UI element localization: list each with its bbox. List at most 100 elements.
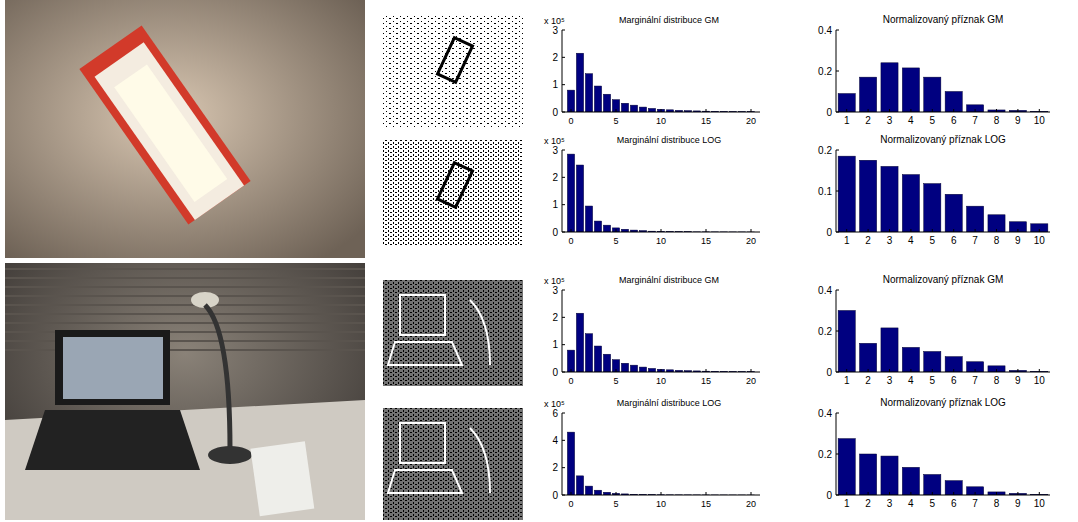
bar: [639, 107, 646, 112]
x-tick: [616, 369, 617, 372]
x-tick-label: 1: [844, 498, 850, 509]
x-tick-label: 7: [972, 115, 978, 126]
chart-title: Marginální distribuce GM: [619, 15, 719, 25]
bar: [585, 74, 592, 112]
x-tick-label: 1: [844, 375, 850, 386]
x-tick-label: 4: [908, 375, 914, 386]
x-tick-label: 0: [568, 236, 573, 246]
laptop-display: [63, 337, 163, 399]
x-tick: [846, 369, 847, 372]
lamp-frame: [79, 25, 250, 224]
y-tick-label: 0.2: [818, 326, 832, 337]
x-tick-label: 2: [865, 375, 871, 386]
x-tick: [932, 229, 933, 232]
bar: [567, 432, 574, 495]
lamp: [79, 25, 250, 224]
x-tick: [889, 229, 890, 232]
x-tick: [1017, 492, 1018, 495]
x-tick: [868, 369, 869, 372]
y-tick-label: 3: [552, 25, 558, 36]
x-tick-label: 10: [1034, 115, 1046, 126]
blind: [5, 295, 365, 297]
bars: [838, 63, 1048, 112]
x-tick-label: 8: [994, 498, 1000, 509]
y-axis: [562, 290, 563, 372]
y-tick: [562, 84, 565, 85]
bar: [967, 206, 984, 232]
y-tick: [562, 413, 565, 414]
binary-image-bg: [383, 140, 523, 246]
y-tick-label: 0.2: [818, 449, 832, 460]
x-tick-label: 7: [972, 498, 978, 509]
y-tick: [836, 71, 839, 72]
x-tick: [1039, 492, 1040, 495]
binary-edge: [470, 428, 490, 493]
y-tick: [836, 372, 839, 373]
desk-lamp-base: [208, 446, 252, 464]
bar: [1031, 224, 1048, 232]
x-tick: [1017, 369, 1018, 372]
bar: [576, 476, 583, 495]
binary-edge: [388, 470, 462, 493]
axis-multiplier: x 10⁵: [544, 276, 565, 286]
photo-desk: [5, 263, 365, 520]
bar: [612, 100, 619, 112]
x-tick-label: 4: [908, 498, 914, 509]
bar: [630, 365, 637, 372]
bar: [902, 68, 919, 112]
x-tick-label: 1: [844, 235, 850, 246]
x-tick: [661, 369, 662, 372]
x-tick-label: 3: [887, 115, 893, 126]
y-tick-label: 0: [826, 227, 832, 238]
x-tick-label: 0: [568, 499, 573, 509]
x-tick-label: 10: [1034, 375, 1046, 386]
chart-title: Normalizovaný příznak GM: [883, 274, 1004, 285]
y-tick-label: 0: [826, 107, 832, 118]
y-tick: [562, 290, 565, 291]
y-tick-label: 3: [552, 285, 558, 296]
bar: [594, 221, 601, 232]
chart-title: Normalizovaný příznak GM: [883, 14, 1004, 25]
bar: [924, 184, 941, 232]
bar: [881, 166, 898, 232]
x-tick-label: 5: [613, 376, 618, 386]
x-tick: [661, 109, 662, 112]
y-tick-label: 2: [552, 462, 558, 473]
x-tick-label: 5: [930, 115, 936, 126]
x-tick-label: 9: [1015, 375, 1021, 386]
y-tick: [836, 150, 839, 151]
bar: [838, 94, 855, 112]
x-tick-label: 9: [1015, 498, 1021, 509]
bar: [988, 366, 1005, 372]
bar: [621, 103, 628, 112]
y-tick: [562, 112, 565, 113]
bar: [603, 94, 610, 112]
x-tick-label: 7: [972, 235, 978, 246]
bar: [576, 313, 583, 372]
chart: 024605101520Marginální distribuce LOGx 1…: [544, 398, 760, 509]
y-tick: [562, 467, 565, 468]
x-tick-label: 4: [908, 235, 914, 246]
bar: [838, 311, 855, 373]
bar: [902, 175, 919, 232]
y-axis: [562, 30, 563, 112]
y-tick: [836, 290, 839, 291]
x-tick: [751, 109, 752, 112]
x-tick: [996, 109, 997, 112]
x-tick-label: 5: [613, 116, 618, 126]
bar: [567, 90, 574, 112]
bar: [648, 108, 655, 112]
y-tick: [836, 112, 839, 113]
y-tick: [562, 204, 565, 205]
blind: [5, 322, 365, 324]
x-tick-label: 5: [613, 236, 618, 246]
bar: [902, 467, 919, 495]
y-tick-label: 3: [552, 145, 558, 156]
y-tick: [836, 232, 839, 233]
x-tick: [1039, 369, 1040, 372]
binary-edge: [400, 423, 445, 463]
x-tick-label: 20: [746, 499, 756, 509]
x-tick-label: 9: [1015, 235, 1021, 246]
axis-multiplier: x 10⁵: [544, 136, 565, 146]
x-tick-label: 15: [701, 236, 711, 246]
